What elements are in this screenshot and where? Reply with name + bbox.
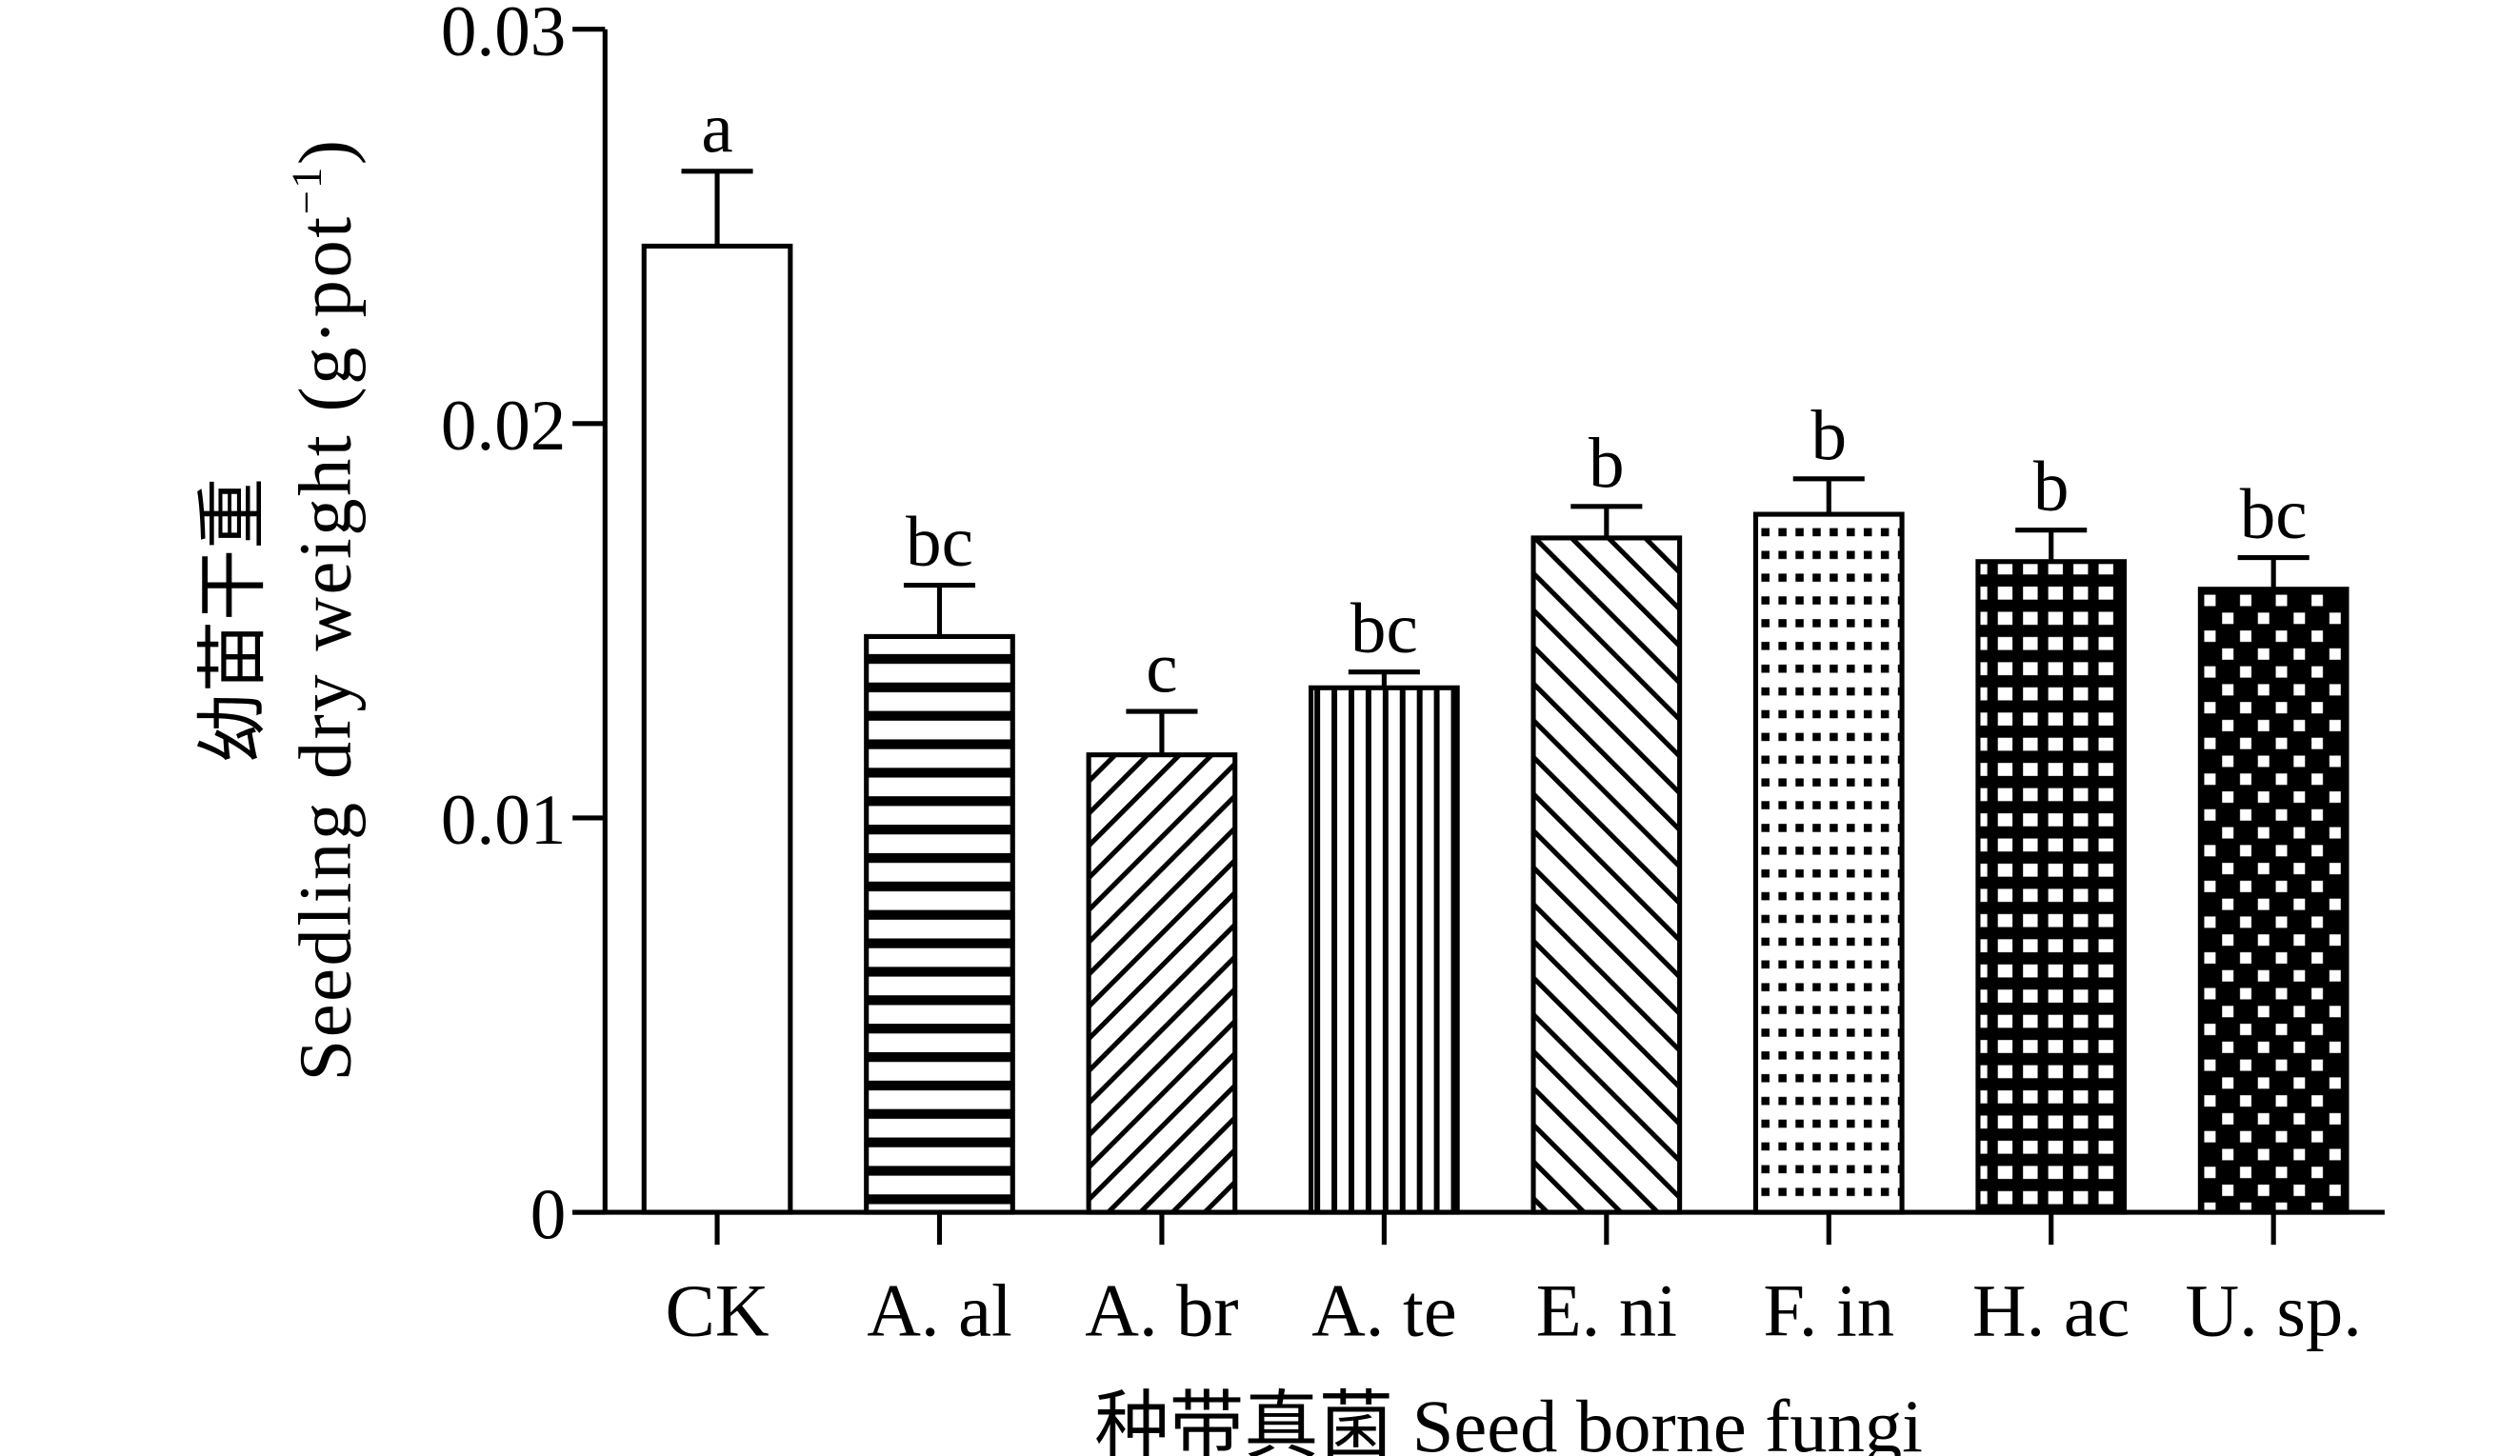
y-tick-label: 0.02 (441, 387, 566, 466)
bar-eni (1530, 535, 1683, 1215)
bars (641, 169, 2350, 1215)
significance-label: a (701, 89, 732, 168)
y-tick-label: 0.03 (441, 0, 566, 71)
significance-label: b (2033, 448, 2070, 527)
x-axis-title: 种带真菌 Seed borne fungi (1094, 1385, 1923, 1456)
significance-label: bc (2240, 475, 2308, 554)
y-axis-title-sup: −1 (283, 165, 330, 214)
axes: 0 0.01 0.02 0.03 CK A. al A. br A. te E. ni F. in… (441, 0, 2385, 1352)
bar-abr (1086, 752, 1238, 1215)
significance-label: bc (1350, 589, 1418, 668)
x-tick-label: A. te (1311, 1269, 1457, 1352)
x-tick-label: F. in (1763, 1269, 1894, 1352)
bar-hac (1975, 559, 2128, 1215)
y-tick-label: 0 (530, 1175, 567, 1254)
x-tick-label: A. br (1085, 1269, 1238, 1352)
y-axis-title-cn: 幼苗干重 (194, 478, 273, 764)
x-tick-label: U. sp. (2185, 1269, 2361, 1352)
bar-ck (641, 243, 793, 1215)
significance-label: b (1810, 396, 1847, 475)
x-tick-label: E. ni (1536, 1269, 1677, 1352)
y-axis-title-main: Seedling dry weight (g·pot (283, 214, 366, 1081)
bar-aal (864, 633, 1015, 1215)
bar-ate (1309, 685, 1460, 1215)
x-tick-label: H. ac (1972, 1269, 2130, 1352)
y-tick-label: 0.01 (441, 781, 566, 860)
x-tick-label: A. al (867, 1269, 1012, 1352)
bar-usp (2197, 587, 2350, 1215)
bar-fin (1752, 511, 1905, 1215)
labels: a bc c bc b b b bc (701, 89, 2307, 708)
x-tick-label: CK (666, 1269, 770, 1352)
y-axis-title-close: ) (283, 137, 366, 165)
y-axis-title: Seedling dry weight (g·pot−1) (283, 137, 367, 1081)
significance-label: b (1589, 424, 1625, 503)
significance-label: c (1146, 629, 1177, 708)
significance-label: bc (906, 503, 973, 582)
